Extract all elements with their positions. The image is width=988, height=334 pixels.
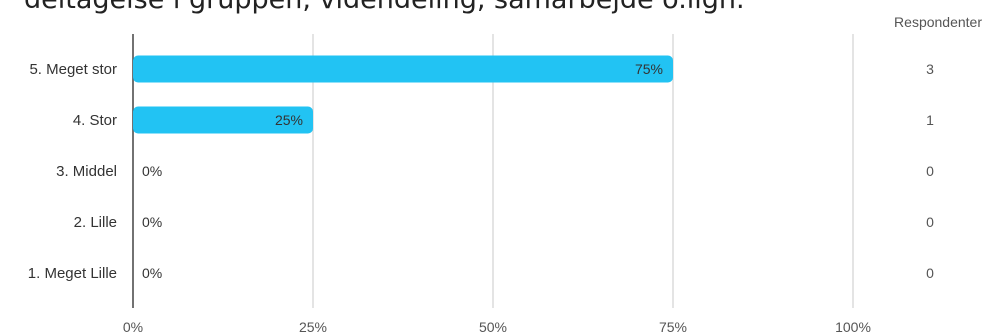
category-label: 5. Meget stor <box>29 61 117 78</box>
x-tick-label: 100% <box>835 319 871 334</box>
bar <box>133 55 673 83</box>
chart-title: deltagelse i gruppen, videndeling, samar… <box>24 0 984 20</box>
bars <box>133 55 673 134</box>
category-label: 1. Meget Lille <box>28 265 117 282</box>
category-label: 4. Stor <box>73 112 117 129</box>
data-label: 0% <box>142 265 162 281</box>
respondent-count: 3 <box>926 61 934 77</box>
data-label: 25% <box>275 112 303 128</box>
category-label: 2. Lille <box>74 214 117 231</box>
category-label: 3. Middel <box>56 163 117 180</box>
respondent-count: 0 <box>926 265 934 281</box>
respondent-count: 0 <box>926 163 934 179</box>
data-label: 0% <box>142 214 162 230</box>
bar <box>133 106 313 134</box>
data-label: 75% <box>635 61 663 77</box>
labels: 0% 25% 50% 75% 100%5. Meget stor 75% 34. Stor 2… <box>28 61 934 334</box>
x-tick-label: 25% <box>299 319 327 334</box>
x-tick-label: 75% <box>659 319 687 334</box>
data-label: 0% <box>142 163 162 179</box>
x-tick-label: 50% <box>479 319 507 334</box>
respondent-count: 1 <box>926 112 934 128</box>
respondent-count: 0 <box>926 214 934 230</box>
x-tick-label: 0% <box>123 319 143 334</box>
respondents-header: Respondenter <box>894 14 982 30</box>
